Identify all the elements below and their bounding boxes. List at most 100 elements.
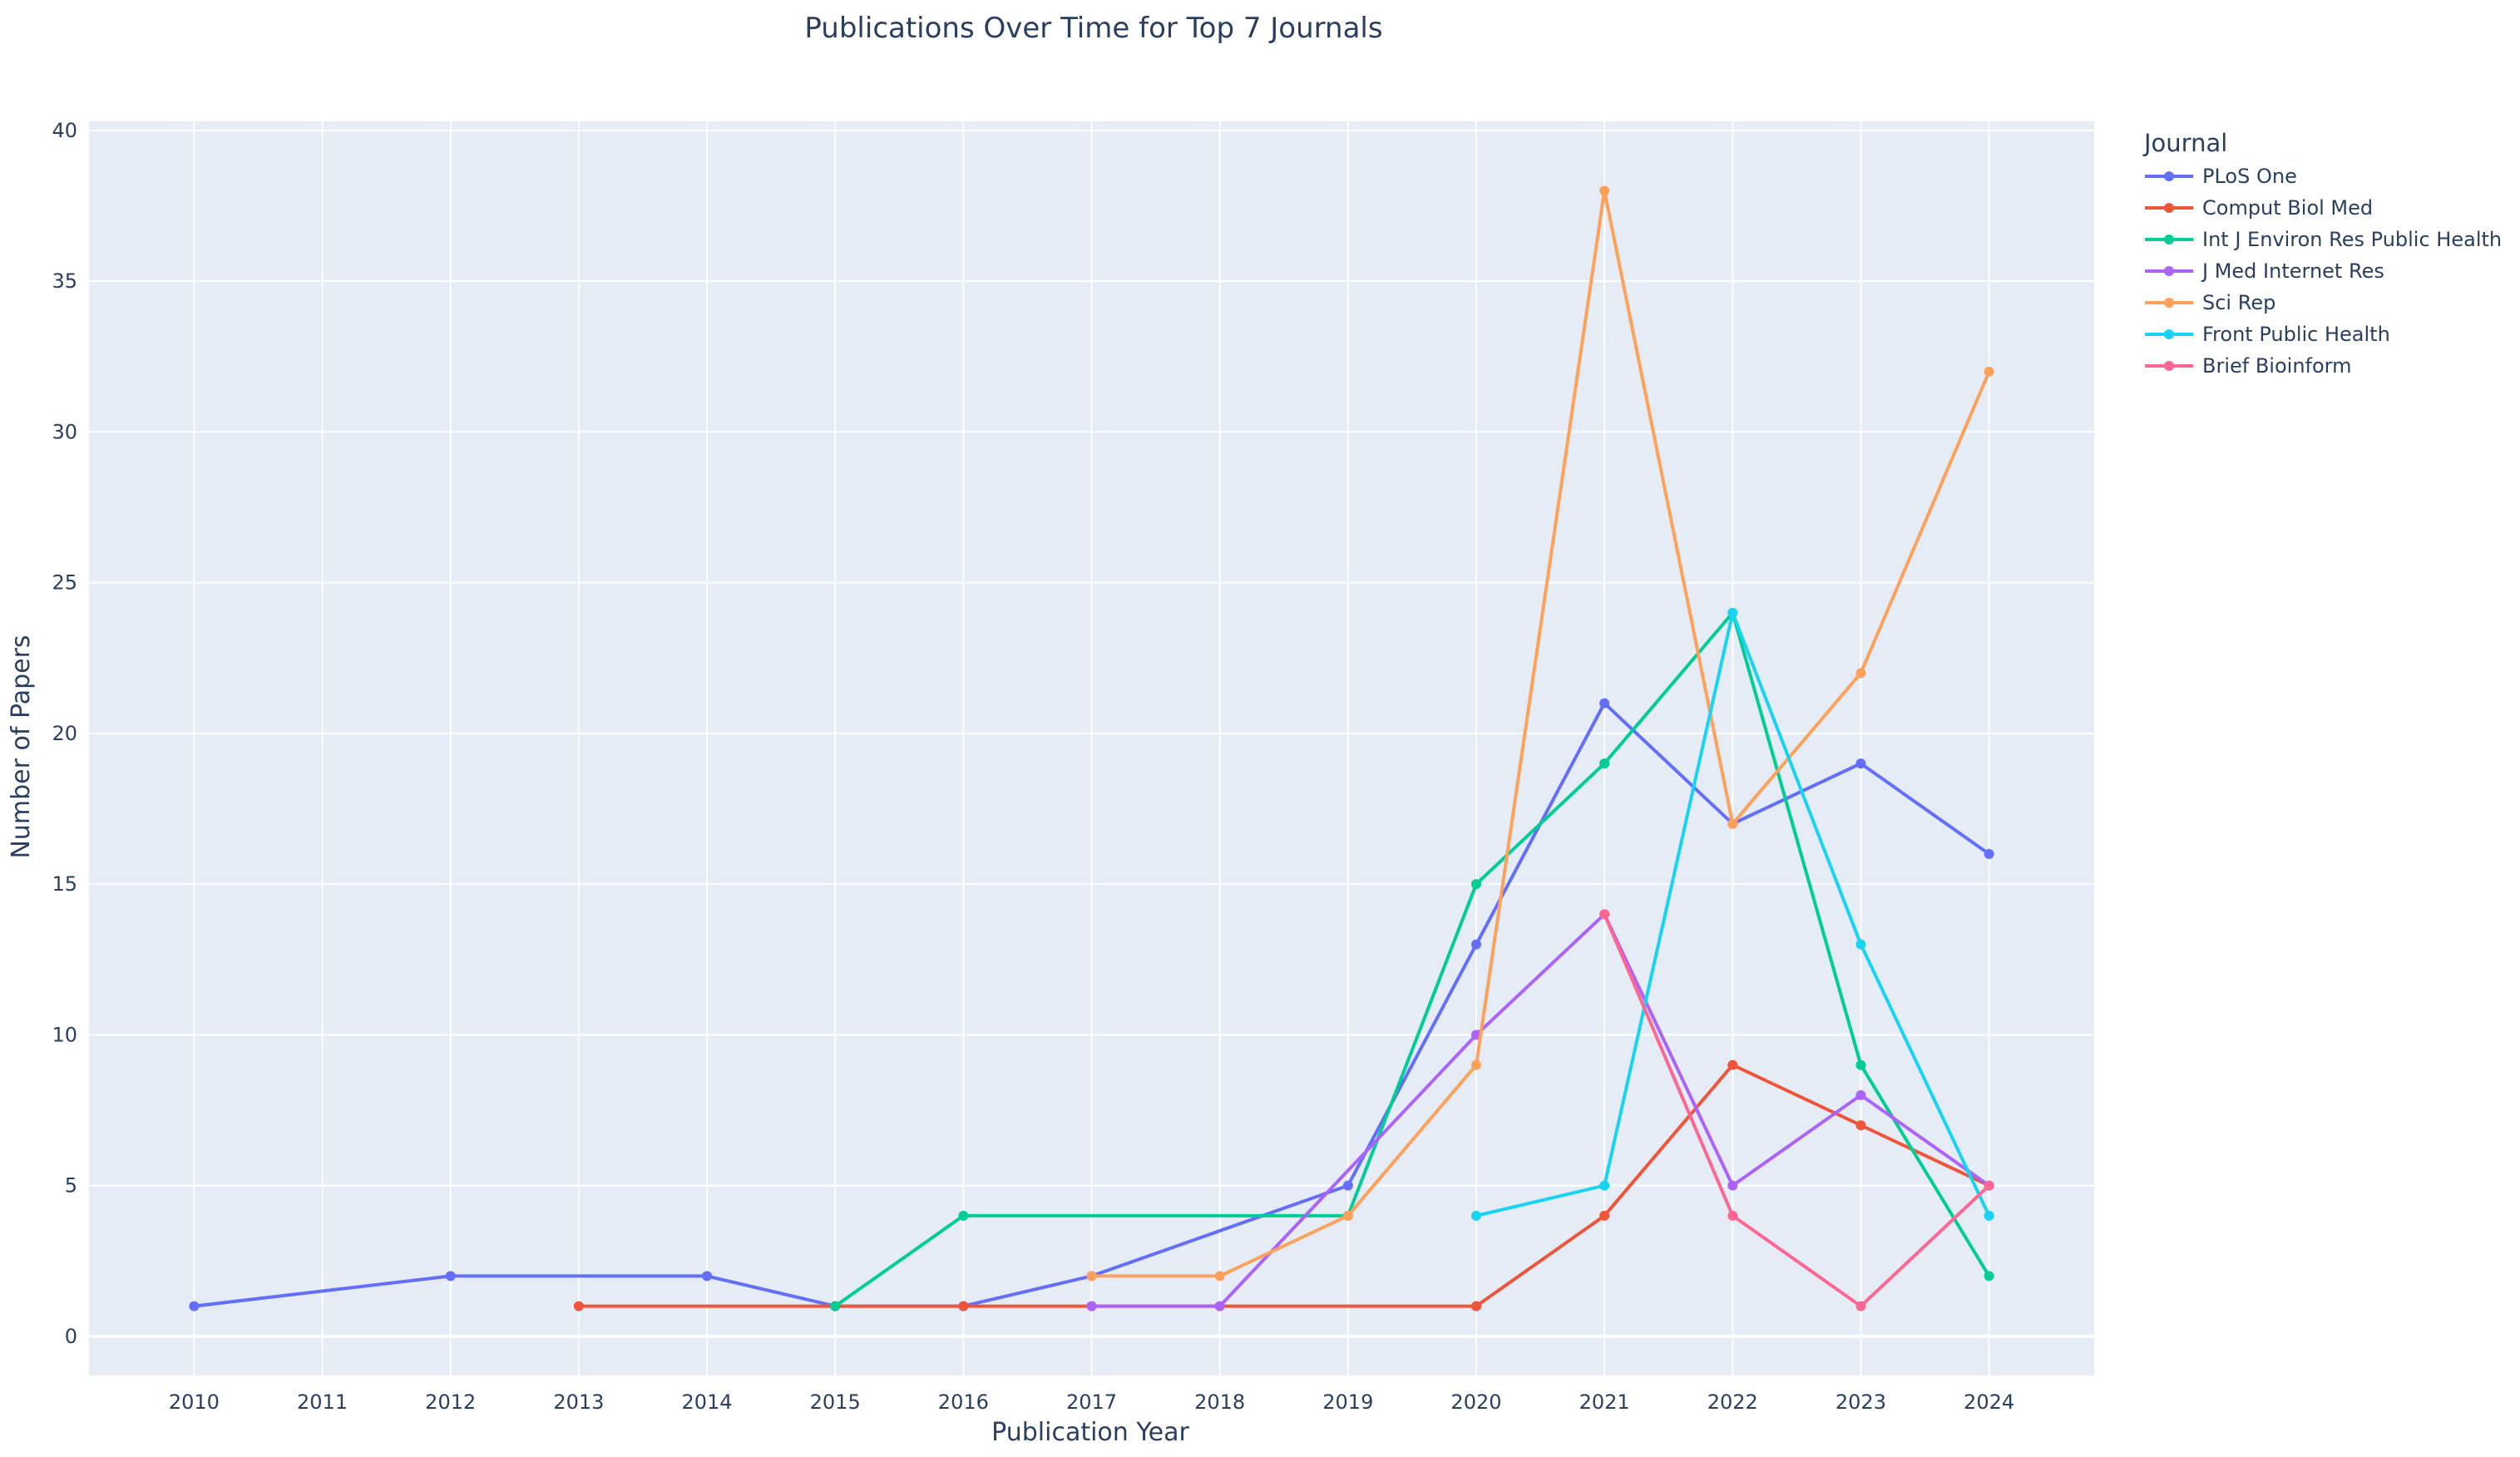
legend[interactable]: Journal PLoS One Comput Biol Med Int J Env… [2142, 129, 2502, 378]
y-tick-labels: 0 5 10 15 20 25 30 35 40 [52, 119, 77, 1348]
data-point[interactable] [1855, 758, 1866, 769]
y-gridlines [89, 129, 2094, 1338]
legend-item[interactable]: J Med Internet Res [2145, 259, 2384, 283]
data-point[interactable] [1984, 1210, 1994, 1221]
data-point[interactable] [1855, 1301, 1866, 1311]
data-point[interactable] [1855, 939, 1866, 950]
data-point[interactable] [1984, 1271, 1994, 1282]
x-tick-label: 2015 [810, 1390, 861, 1414]
data-point[interactable] [1086, 1271, 1097, 1282]
y-axis-title: Number of Papers [7, 635, 36, 858]
data-point[interactable] [1342, 1180, 1353, 1191]
y-tick-label: 0 [65, 1325, 77, 1348]
series-layer [189, 185, 1994, 1311]
x-tick-label: 2016 [938, 1390, 989, 1414]
legend-item[interactable]: Sci Rep [2145, 291, 2275, 314]
x-tick-label: 2018 [1194, 1390, 1245, 1414]
x-axis-title: Publication Year [991, 1418, 1189, 1447]
data-point[interactable] [1342, 1210, 1353, 1221]
data-point[interactable] [1727, 1210, 1738, 1221]
data-point[interactable] [573, 1301, 584, 1311]
data-point[interactable] [1727, 1059, 1738, 1070]
data-point[interactable] [1470, 1210, 1481, 1221]
legend-title: Journal [2142, 129, 2227, 157]
data-point[interactable] [1599, 698, 1610, 709]
data-point[interactable] [1599, 909, 1610, 920]
data-point[interactable] [1599, 185, 1610, 196]
series-line [194, 701, 1990, 1308]
data-point[interactable] [1855, 668, 1866, 679]
x-tick-label: 2021 [1579, 1390, 1630, 1414]
legend-marker [2164, 298, 2174, 308]
legend-label: PLoS One [2202, 165, 2297, 188]
data-point[interactable] [1855, 1089, 1866, 1100]
series-brief-bioinform [1599, 909, 1994, 1311]
data-point[interactable] [1984, 848, 1994, 859]
data-point[interactable] [445, 1271, 456, 1282]
legend-marker [2164, 329, 2174, 339]
x-tick-label: 2022 [1707, 1390, 1758, 1414]
data-point[interactable] [189, 1301, 200, 1311]
data-point[interactable] [1214, 1271, 1225, 1282]
data-point[interactable] [1086, 1301, 1097, 1311]
legend-item[interactable]: Int J Environ Res Public Health [2145, 228, 2502, 251]
data-point[interactable] [958, 1210, 969, 1221]
data-point[interactable] [1599, 758, 1610, 769]
data-point[interactable] [1727, 607, 1738, 618]
y-tick-label: 40 [52, 119, 77, 142]
data-point[interactable] [1599, 1210, 1610, 1221]
legend-marker [2164, 266, 2174, 276]
x-tick-labels: 2010 2011 2012 2013 2014 2015 2016 2017 2018 2019… [169, 1390, 2014, 1414]
series-line [578, 1063, 1990, 1308]
legend-item[interactable]: Front Public Health [2145, 323, 2390, 346]
x-tick-label: 2012 [425, 1390, 476, 1414]
data-point[interactable] [1214, 1301, 1225, 1311]
data-point[interactable] [1727, 1180, 1738, 1191]
x-tick-label: 2023 [1836, 1390, 1886, 1414]
data-point[interactable] [1855, 1120, 1866, 1131]
data-point[interactable] [958, 1301, 969, 1311]
legend-label: Int J Environ Res Public Health [2202, 228, 2502, 251]
x-tick-label: 2014 [681, 1390, 732, 1414]
data-point[interactable] [1727, 818, 1738, 829]
y-tick-label: 20 [52, 722, 77, 745]
y-tick-label: 5 [65, 1174, 77, 1198]
data-point[interactable] [1855, 1059, 1866, 1070]
legend-label: Sci Rep [2202, 291, 2275, 314]
legend-items: PLoS One Comput Biol Med Int J Environ Res… [2145, 165, 2502, 378]
x-tick-label: 2013 [553, 1390, 604, 1414]
data-point[interactable] [702, 1271, 713, 1282]
series-sci-rep [1086, 185, 1994, 1282]
x-tick-label: 2011 [297, 1390, 348, 1414]
y-tick-label: 15 [52, 872, 77, 896]
data-point[interactable] [1470, 879, 1481, 890]
legend-label: Brief Bioinform [2202, 354, 2352, 378]
series-front-public-health [1470, 607, 1994, 1221]
x-tick-label: 2024 [1964, 1390, 2014, 1414]
legend-marker [2164, 235, 2174, 244]
x-tick-label: 2020 [1450, 1390, 1501, 1414]
y-tick-label: 30 [52, 420, 77, 443]
data-point[interactable] [830, 1301, 841, 1311]
data-point[interactable] [1470, 1301, 1481, 1311]
legend-item[interactable]: Brief Bioinform [2145, 354, 2352, 378]
legend-marker [2164, 361, 2174, 371]
series-line [834, 610, 1991, 1308]
x-tick-label: 2019 [1322, 1390, 1373, 1414]
series-line [1091, 189, 1991, 1278]
legend-marker [2164, 171, 2174, 181]
data-point[interactable] [1984, 1180, 1994, 1191]
legend-marker [2164, 203, 2174, 213]
data-point[interactable] [1470, 939, 1481, 950]
legend-item[interactable]: PLoS One [2145, 165, 2297, 188]
data-point[interactable] [1470, 1059, 1481, 1070]
chart-title: Publications Over Time for Top 7 Journal… [804, 12, 1382, 45]
x-tick-label: 2010 [169, 1390, 220, 1414]
data-point[interactable] [1599, 1180, 1610, 1191]
legend-item[interactable]: Comput Biol Med [2145, 196, 2373, 220]
legend-label: J Med Internet Res [2201, 259, 2384, 283]
y-tick-label: 25 [52, 571, 77, 595]
data-point[interactable] [1984, 366, 1994, 377]
legend-label: Comput Biol Med [2202, 196, 2373, 220]
